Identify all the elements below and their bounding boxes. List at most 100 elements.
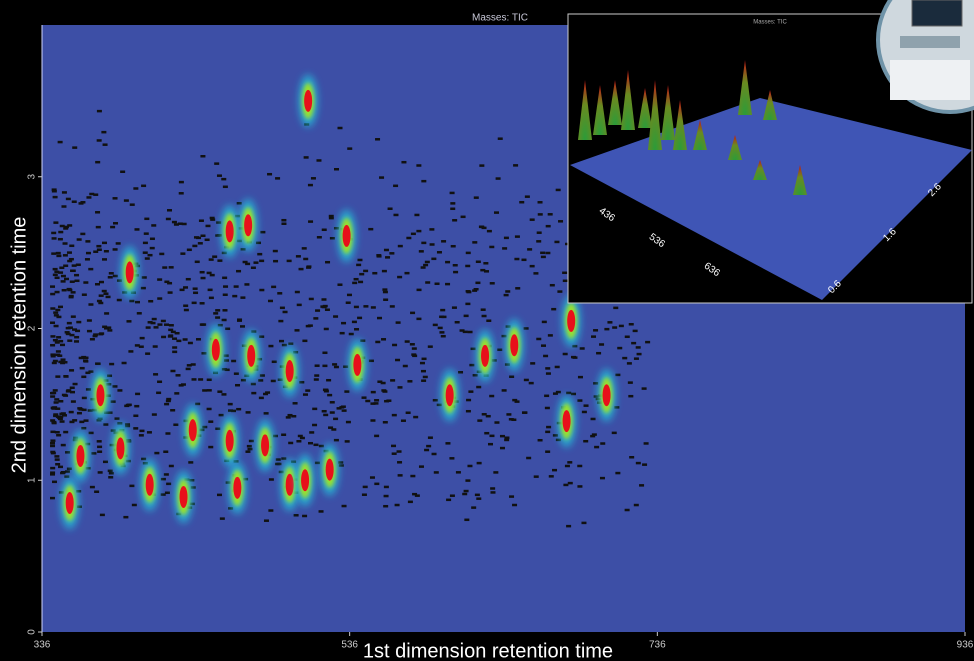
minor-peak: [183, 338, 188, 341]
minor-peak: [434, 471, 439, 474]
y-tick-label: 1: [27, 477, 38, 483]
minor-peak: [62, 289, 67, 292]
minor-peak: [566, 525, 571, 528]
minor-peak: [188, 461, 193, 464]
minor-peak: [397, 276, 402, 279]
minor-peak: [433, 399, 438, 402]
minor-peak: [374, 483, 379, 486]
minor-peak: [594, 446, 599, 449]
minor-peak: [405, 340, 410, 343]
minor-peak: [369, 360, 374, 363]
minor-peak: [260, 374, 265, 377]
minor-peak: [212, 255, 217, 258]
minor-peak: [431, 258, 436, 261]
minor-peak: [61, 358, 66, 361]
minor-peak: [374, 399, 379, 402]
minor-peak: [428, 345, 433, 348]
minor-peak: [53, 413, 58, 416]
minor-peak: [440, 309, 445, 312]
minor-peak: [580, 347, 585, 350]
minor-peak: [183, 304, 188, 307]
minor-peak: [271, 380, 276, 383]
minor-peak: [482, 315, 487, 318]
minor-peak: [195, 261, 200, 264]
minor-peak: [334, 366, 339, 369]
minor-peak: [600, 477, 605, 480]
minor-peak: [356, 264, 361, 267]
minor-peak: [195, 403, 200, 406]
minor-peak: [273, 435, 278, 438]
minor-peak: [533, 272, 538, 275]
peak: [116, 437, 124, 459]
peak: [603, 384, 611, 406]
minor-peak: [148, 254, 153, 257]
minor-peak: [53, 274, 58, 277]
minor-peak: [449, 457, 454, 460]
minor-peak: [475, 494, 480, 497]
minor-peak: [161, 493, 166, 496]
minor-peak: [530, 218, 535, 221]
minor-peak: [466, 399, 471, 402]
minor-peak: [343, 365, 348, 368]
minor-peak: [377, 317, 382, 320]
minor-peak: [133, 187, 138, 190]
minor-peak: [56, 316, 61, 319]
minor-peak: [167, 282, 172, 285]
minor-peak: [54, 325, 59, 328]
minor-peak: [126, 320, 131, 323]
minor-peak: [612, 326, 617, 329]
minor-peak: [69, 258, 74, 261]
minor-peak: [53, 196, 58, 199]
minor-peak: [169, 266, 174, 269]
minor-peak: [157, 323, 162, 326]
minor-peak: [542, 321, 547, 324]
minor-peak: [474, 288, 479, 291]
minor-peak: [95, 283, 100, 286]
minor-peak: [113, 248, 118, 251]
minor-peak: [50, 439, 55, 442]
minor-peak: [245, 450, 250, 453]
minor-peak: [295, 329, 300, 332]
minor-peak: [481, 308, 486, 311]
peak: [510, 334, 518, 356]
minor-peak: [58, 466, 63, 469]
minor-peak: [222, 319, 227, 322]
minor-peak: [97, 446, 102, 449]
minor-peak: [50, 353, 55, 356]
minor-peak: [280, 307, 285, 310]
minor-peak: [222, 368, 227, 371]
minor-peak: [208, 446, 213, 449]
minor-peak: [600, 442, 605, 445]
minor-peak: [82, 293, 87, 296]
minor-peak: [96, 245, 101, 248]
minor-peak: [251, 383, 256, 386]
minor-peak: [538, 213, 543, 216]
minor-peak: [89, 432, 94, 435]
minor-peak: [540, 252, 545, 255]
minor-peak: [452, 219, 457, 222]
y-tick-label: 0: [27, 629, 38, 635]
minor-peak: [74, 340, 79, 343]
minor-peak: [113, 275, 118, 278]
minor-peak: [403, 365, 408, 368]
minor-peak: [273, 250, 278, 253]
minor-peak: [466, 410, 471, 413]
minor-peak: [215, 428, 220, 431]
minor-peak: [50, 467, 55, 470]
minor-peak: [222, 277, 227, 280]
minor-peak: [297, 304, 302, 307]
minor-peak: [526, 457, 531, 460]
minor-peak: [256, 242, 261, 245]
peak: [247, 345, 255, 367]
minor-peak: [51, 392, 56, 395]
minor-peak: [58, 231, 63, 234]
minor-peak: [50, 285, 55, 288]
minor-peak: [244, 283, 249, 286]
minor-peak: [103, 423, 108, 426]
minor-peak: [99, 332, 104, 335]
minor-peak: [562, 272, 567, 275]
minor-peak: [109, 272, 114, 275]
minor-peak: [482, 413, 487, 416]
minor-peak: [314, 374, 319, 377]
minor-peak: [86, 252, 91, 255]
